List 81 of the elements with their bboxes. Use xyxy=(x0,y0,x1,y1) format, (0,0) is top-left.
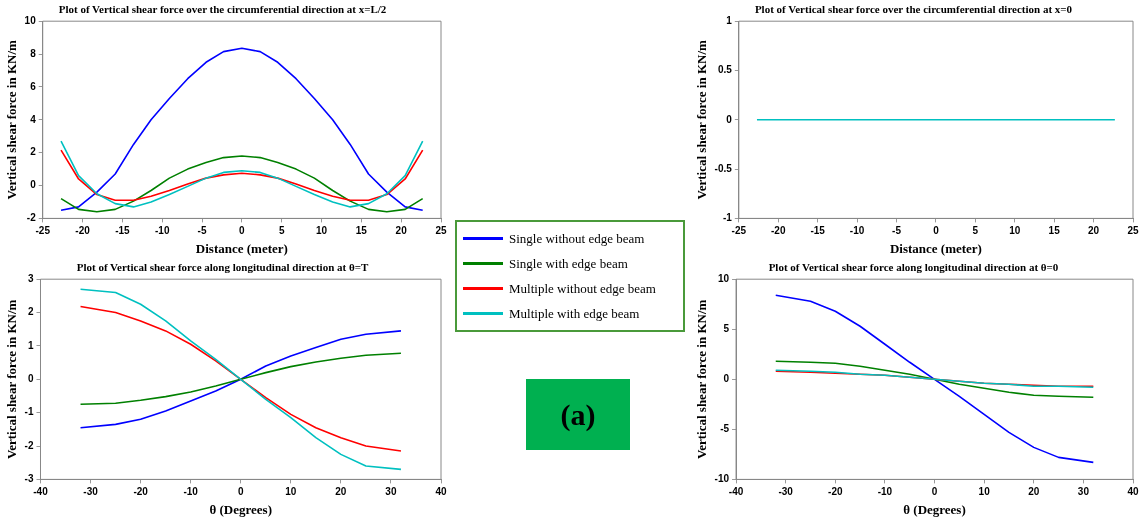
x-tick-label: 10 xyxy=(1009,225,1021,237)
x-tick-label: -40 xyxy=(728,486,744,498)
y-tick-label: 0 xyxy=(30,179,37,191)
x-tick-label: -10 xyxy=(183,486,199,498)
x-tick-label: -40 xyxy=(33,486,49,498)
y-tick-label: 4 xyxy=(30,113,37,125)
x-tick-label: -20 xyxy=(133,486,149,498)
y-tick-label: 2 xyxy=(30,146,37,158)
chart-title: Plot of Vertical shear force along longitudinal direction at θ=0 xyxy=(768,261,1059,274)
x-tick-label: 20 xyxy=(1028,486,1040,498)
x-tick-label: 15 xyxy=(1048,225,1061,237)
y-tick-label: 0 xyxy=(723,373,730,385)
y-tick-label: -1 xyxy=(722,212,733,224)
y-tick-label: 1 xyxy=(726,14,733,26)
y-tick-label: 1 xyxy=(27,339,34,351)
y-tick-label: 5 xyxy=(723,323,730,334)
y-tick-label: -10 xyxy=(714,473,730,485)
x-tick-label: 5 xyxy=(278,225,285,237)
x-tick-label: -10 xyxy=(849,225,865,237)
x-tick-label: 10 xyxy=(285,486,297,498)
x-tick-label: -15 xyxy=(810,225,826,237)
x-tick-label: 25 xyxy=(435,225,447,237)
x-axis-title: θ (Degrees) xyxy=(903,501,966,517)
y-tick-label: 0 xyxy=(726,113,733,125)
chart-title: Plot of Vertical shear force over the circumferential direction at x=0 xyxy=(754,3,1073,16)
x-tick-label: 25 xyxy=(1127,225,1139,237)
legend-label: Multiple with edge beam xyxy=(509,305,640,322)
x-tick-label: -30 xyxy=(83,486,99,498)
x-tick-label: -15 xyxy=(115,225,131,237)
y-axis-title: Vertical shear force in KN/m xyxy=(694,39,710,200)
y-tick-label: -1 xyxy=(24,406,34,418)
x-tick-label: 5 xyxy=(972,225,979,237)
x-tick-label: 10 xyxy=(315,225,328,237)
chart-title: Plot of Vertical shear force along longitudinal direction at θ=T xyxy=(76,261,369,274)
y-tick-label: -0.5 xyxy=(714,162,733,174)
y-tick-label: 10 xyxy=(24,14,37,26)
y-tick-label: 6 xyxy=(30,80,37,92)
x-tick-label: 30 xyxy=(385,486,397,498)
y-tick-label: 8 xyxy=(30,47,37,59)
x-tick-label: -10 xyxy=(877,486,893,498)
legend-label: Single with edge beam xyxy=(509,255,628,272)
y-tick-label: -2 xyxy=(26,212,37,224)
x-axis-title: θ (Degrees) xyxy=(209,501,272,517)
legend-label: Single without edge beam xyxy=(509,230,645,247)
x-tick-label: 0 xyxy=(239,225,246,237)
y-tick-label: -3 xyxy=(24,473,34,485)
x-tick-label: 0 xyxy=(931,486,938,498)
x-axis-title: Distance (meter) xyxy=(889,240,982,256)
y-tick-label: 0.5 xyxy=(717,64,733,76)
y-tick-label: 2 xyxy=(27,306,34,318)
y-tick-label: 10 xyxy=(717,272,730,284)
x-tick-label: -20 xyxy=(75,225,91,237)
chart-title: Plot of Vertical shear force over the circumferential direction at x=L/2 xyxy=(58,3,387,16)
text: (a) xyxy=(526,379,630,450)
x-tick-label: -5 xyxy=(892,225,902,237)
x-tick-label: 15 xyxy=(355,225,368,237)
legend-label: Multiple without edge beam xyxy=(509,280,656,297)
x-tick-label: -20 xyxy=(771,225,786,237)
x-tick-label: -25 xyxy=(35,225,51,237)
x-tick-label: 0 xyxy=(933,225,940,237)
y-tick-label: 0 xyxy=(27,373,34,385)
x-tick-label: 20 xyxy=(335,486,347,498)
x-tick-label: 40 xyxy=(435,486,447,498)
y-tick-label: -5 xyxy=(720,423,730,435)
x-tick-label: -5 xyxy=(197,225,207,237)
x-tick-label: 10 xyxy=(978,486,991,498)
x-tick-label: 0 xyxy=(237,486,244,498)
y-axis-title: Vertical shear force in KN/m xyxy=(4,299,20,459)
y-tick-label: 3 xyxy=(27,272,34,284)
x-tick-label: -25 xyxy=(731,225,747,237)
x-axis-title: Distance (meter) xyxy=(195,240,288,256)
y-tick-label: -2 xyxy=(24,439,34,451)
x-tick-label: -30 xyxy=(778,486,794,498)
x-tick-label: -10 xyxy=(154,225,170,237)
y-axis-title: Vertical shear force in KN/m xyxy=(694,299,710,459)
x-tick-label: 30 xyxy=(1077,486,1090,498)
y-axis-title: Vertical shear force in KN/m xyxy=(4,39,20,200)
x-tick-label: 20 xyxy=(1088,225,1100,237)
x-tick-label: 20 xyxy=(395,225,408,237)
x-tick-label: -20 xyxy=(828,486,843,498)
x-tick-label: 40 xyxy=(1127,486,1139,498)
